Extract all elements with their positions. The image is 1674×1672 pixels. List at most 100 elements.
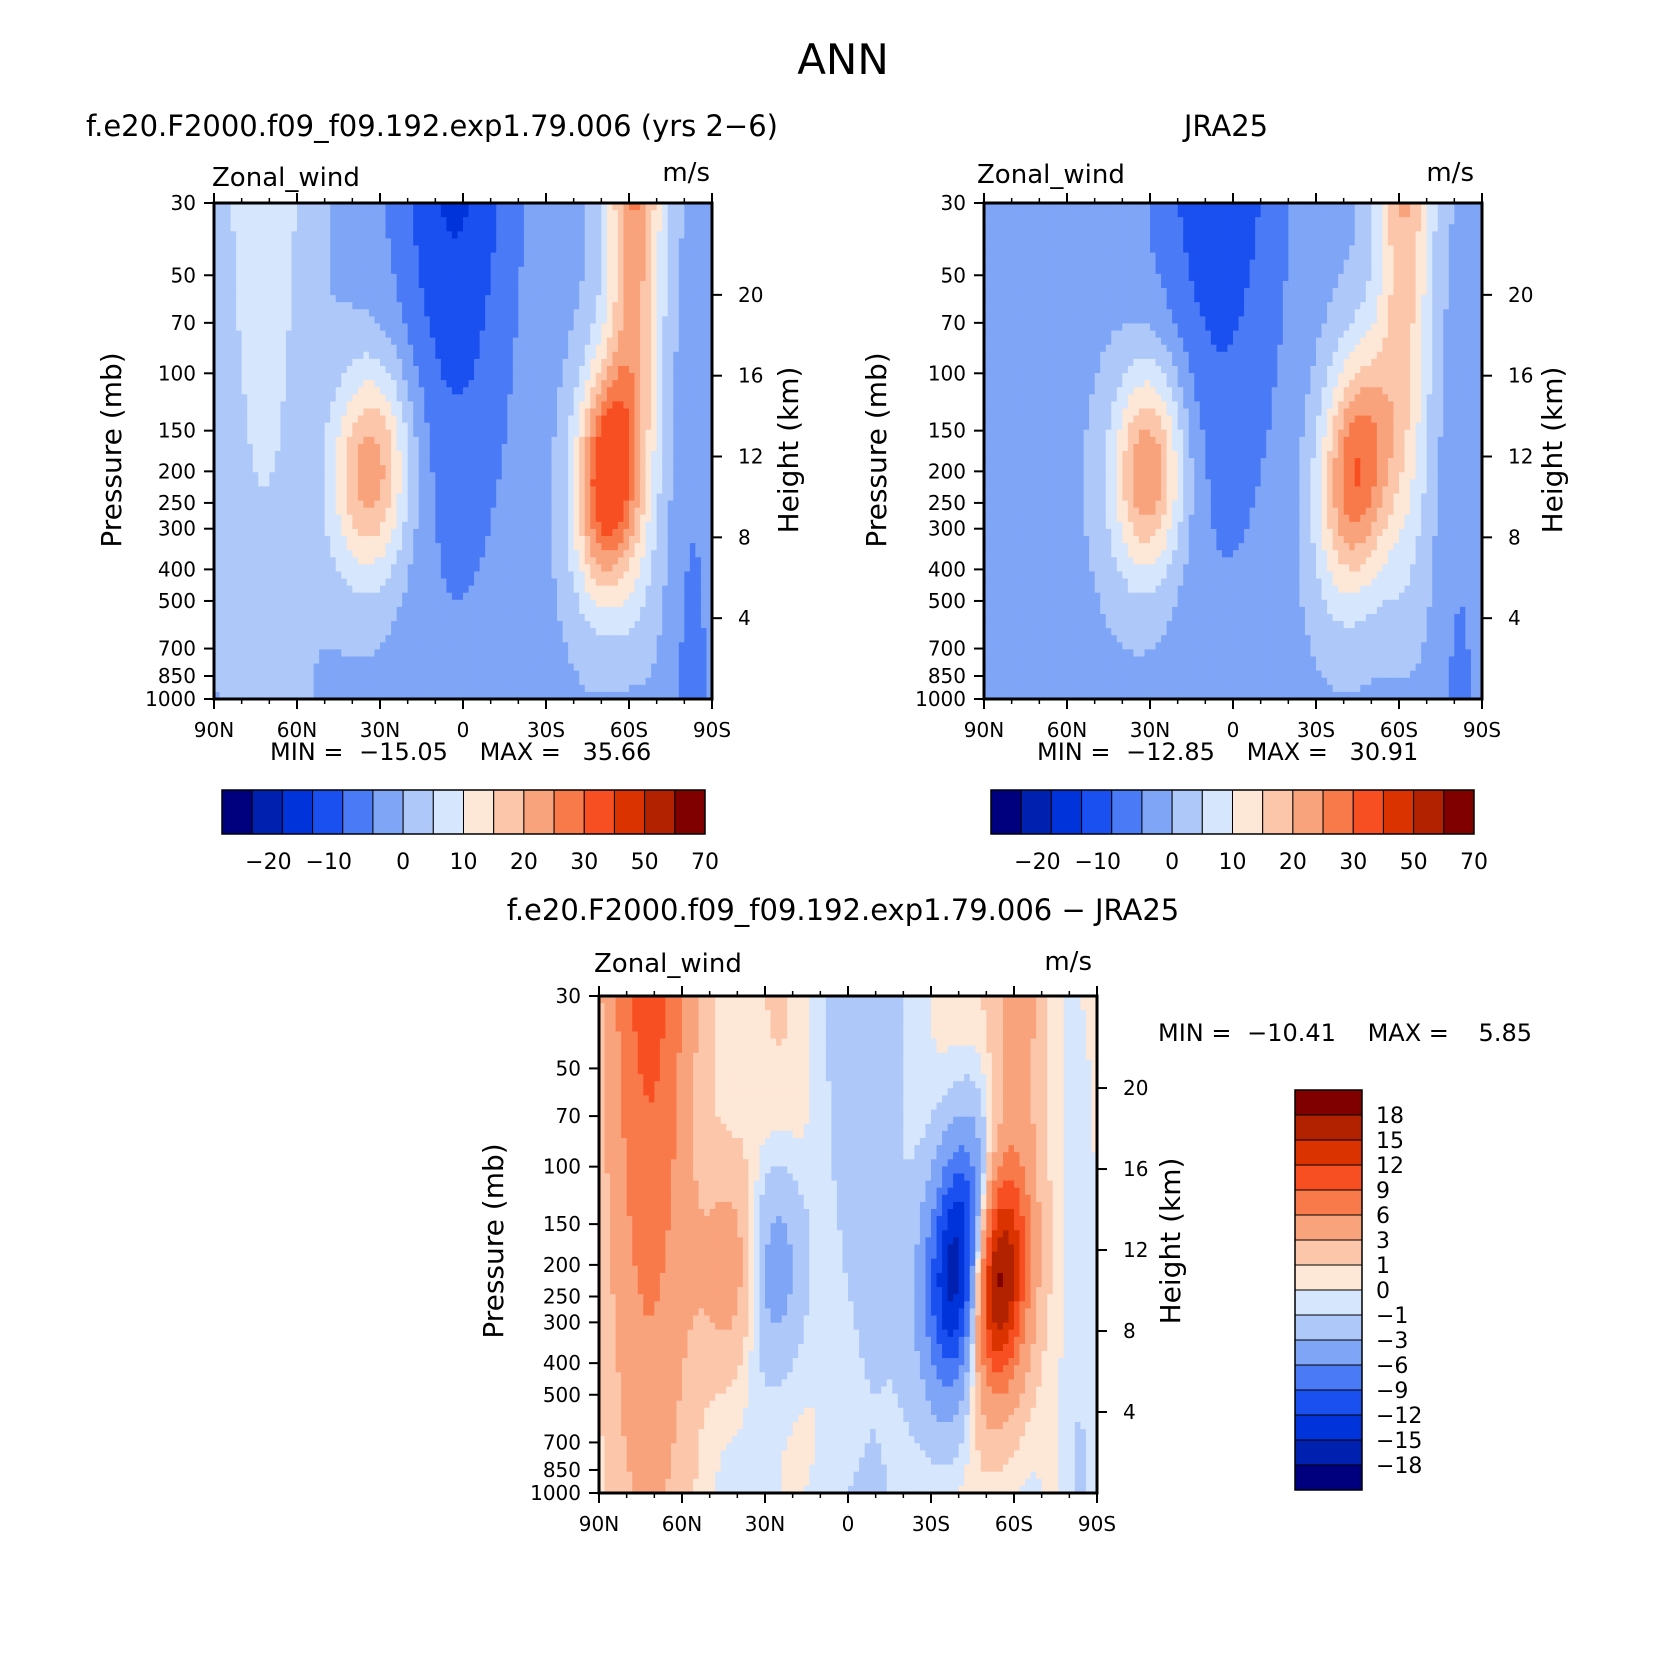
contour-cell <box>440 458 447 466</box>
contour-cell <box>214 302 221 310</box>
contour-cell <box>534 330 542 339</box>
contour-cell <box>418 436 425 445</box>
contour-cell <box>623 415 630 424</box>
contour-cell <box>319 500 326 509</box>
contour-cell <box>247 273 254 282</box>
contour-cell <box>446 465 453 473</box>
contour-cell <box>407 224 414 232</box>
contour-cell <box>335 323 342 332</box>
contour-cell <box>490 273 497 282</box>
contour-cell <box>523 571 530 580</box>
contour-cell <box>689 316 696 325</box>
contour-cell <box>496 210 503 218</box>
contour-cell <box>634 422 641 431</box>
contour-cell <box>236 507 243 516</box>
contour-cell <box>280 536 287 544</box>
contour-cell <box>230 280 237 289</box>
contour-cell <box>407 585 414 594</box>
contour-cell <box>269 373 276 381</box>
contour-cell <box>634 401 641 410</box>
contour-cell <box>662 401 669 410</box>
contour-cell <box>241 238 248 247</box>
contour-cell <box>673 224 680 232</box>
contour-cell <box>297 443 304 452</box>
contour-cell <box>385 217 392 225</box>
contour-cell <box>324 408 331 417</box>
contour-cell <box>551 578 558 587</box>
contour-cell <box>385 203 392 211</box>
contour-cell <box>689 210 696 218</box>
contour-cell <box>645 507 652 516</box>
contour-cell <box>285 550 293 558</box>
contour-cell <box>418 472 425 480</box>
contour-cell <box>407 451 414 459</box>
contour-cell <box>291 436 298 445</box>
contour-cell <box>330 571 337 580</box>
contour-cell <box>341 330 348 339</box>
contour-cell <box>590 458 597 466</box>
contour-cell <box>623 550 630 558</box>
contour-cell <box>241 316 248 325</box>
contour-cell <box>330 252 337 261</box>
contour-cell <box>634 557 641 565</box>
contour-cell <box>651 245 658 254</box>
contour-cell <box>540 288 547 296</box>
contour-cell <box>313 238 320 247</box>
contour-cell <box>258 351 265 360</box>
contour-cell <box>402 295 409 303</box>
contour-cell <box>673 217 680 225</box>
contour-cell <box>258 358 265 367</box>
contour-cell <box>579 479 586 488</box>
contour-cell <box>651 401 658 410</box>
contour-cell <box>463 238 470 247</box>
contour-cell <box>457 514 464 523</box>
contour-cell <box>706 571 713 580</box>
contour-cell <box>606 422 613 431</box>
contour-cell <box>579 493 586 502</box>
contour-cell <box>629 252 636 261</box>
contour-cell <box>490 259 497 268</box>
contour-cell <box>479 217 486 225</box>
contour-cell <box>523 507 530 516</box>
contour-cell <box>700 451 708 459</box>
contour-cell <box>695 436 702 445</box>
contour-cell <box>440 422 447 431</box>
contour-cell <box>247 302 254 310</box>
contour-cell <box>435 203 442 211</box>
contour-cell <box>352 578 359 587</box>
contour-cell <box>540 429 547 438</box>
contour-cell <box>662 465 669 473</box>
contour-cell <box>236 330 243 339</box>
contour-cell <box>662 394 669 402</box>
contour-cell <box>684 408 691 417</box>
contour-cell <box>634 302 641 310</box>
contour-cell <box>374 394 381 402</box>
contour-cell <box>557 536 564 544</box>
contour-cell <box>678 231 685 240</box>
contour-cell <box>407 280 414 289</box>
contour-cell <box>568 443 575 452</box>
contour-cell <box>573 380 580 388</box>
contour-cell <box>368 415 376 424</box>
contour-cell <box>418 443 425 452</box>
contour-cell <box>330 387 337 395</box>
contour-cell <box>512 514 519 523</box>
contour-cell <box>507 337 514 346</box>
contour-cell <box>335 458 342 466</box>
contour-cell <box>396 380 403 388</box>
contour-cell <box>313 217 320 225</box>
contour-cell <box>391 280 398 289</box>
contour-cell <box>451 245 459 254</box>
contour-cell <box>402 273 409 282</box>
contour-cell <box>291 380 298 388</box>
contour-cell <box>391 337 398 346</box>
contour-cell <box>407 252 414 261</box>
contour-cell <box>391 302 398 310</box>
contour-cell <box>463 550 470 558</box>
contour-cell <box>573 486 580 495</box>
contour-cell <box>612 528 619 537</box>
contour-cell <box>463 521 470 530</box>
contour-cell <box>501 458 508 466</box>
contour-cell <box>424 415 431 424</box>
contour-cell <box>689 252 696 261</box>
